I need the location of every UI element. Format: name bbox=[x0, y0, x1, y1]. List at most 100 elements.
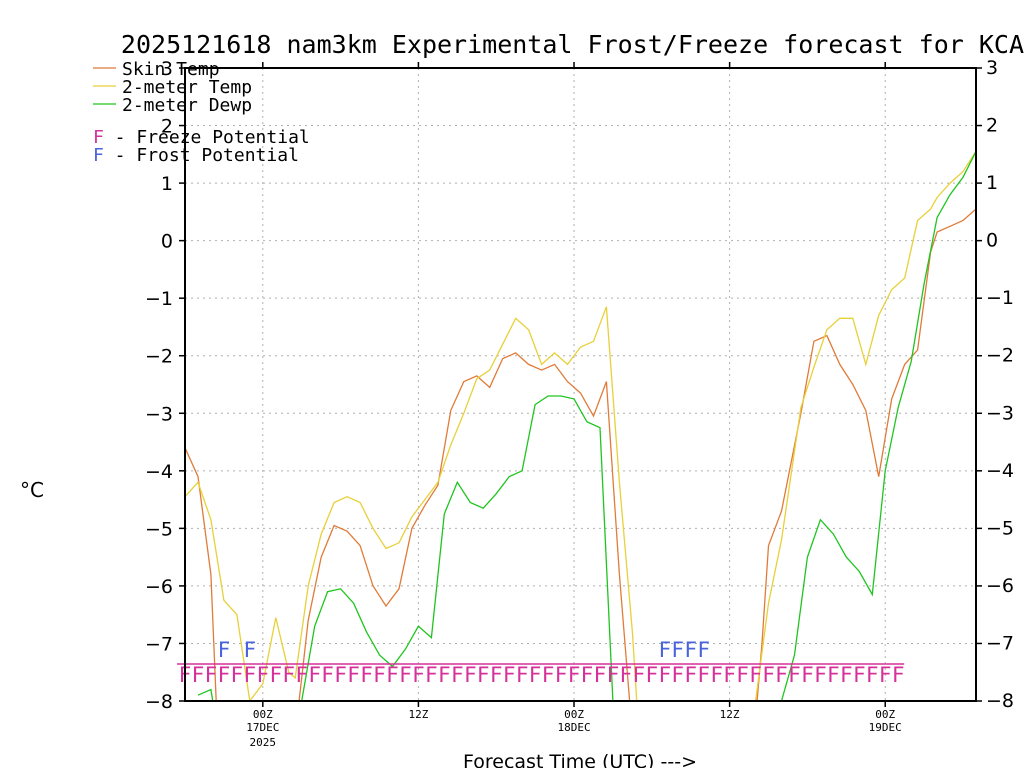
series-lines bbox=[185, 151, 976, 701]
x-tick-date: 17DEC bbox=[246, 721, 279, 734]
freeze-marker: F bbox=[412, 663, 425, 687]
freeze-text: - Freeze Potential bbox=[104, 127, 310, 148]
freeze-marker: F bbox=[594, 663, 607, 687]
x-tick-year: 2025 bbox=[250, 736, 277, 749]
freeze-marker: F bbox=[425, 663, 438, 687]
y-tick-label: −5 bbox=[145, 518, 173, 540]
freeze-marker: F bbox=[321, 663, 334, 687]
freeze-marker: F bbox=[218, 663, 231, 687]
frost-marker: F bbox=[658, 638, 671, 662]
freeze-marker: F bbox=[671, 663, 684, 687]
series-line-skin-temp bbox=[185, 208, 976, 701]
freeze-marker: F bbox=[645, 663, 658, 687]
y-tick-label: 0 bbox=[161, 231, 173, 253]
freeze-marker: F bbox=[827, 663, 840, 687]
freeze-marker: F bbox=[308, 663, 321, 687]
freeze-marker: F bbox=[607, 663, 620, 687]
freeze-marker: F bbox=[231, 663, 244, 687]
freeze-marker: F bbox=[386, 663, 399, 687]
freeze-marker: F bbox=[516, 663, 529, 687]
y-tick-label-right: 2 bbox=[986, 115, 998, 137]
freeze-marker: F bbox=[244, 663, 257, 687]
freeze-marker: F bbox=[620, 663, 633, 687]
freeze-marker: F bbox=[282, 663, 295, 687]
y-tick-label-right: −5 bbox=[986, 517, 1014, 539]
freeze-marker: F bbox=[581, 663, 594, 687]
y-tick-label-right: −4 bbox=[986, 460, 1014, 482]
plot-frame bbox=[184, 67, 977, 702]
frost-letter: F bbox=[93, 145, 104, 166]
freeze-marker: F bbox=[192, 663, 205, 687]
frost-text: - Frost Potential bbox=[104, 145, 299, 166]
legend-label-skin-temp: Skin Temp bbox=[122, 59, 220, 80]
freeze-marker: F bbox=[542, 663, 555, 687]
freeze-marker: F bbox=[801, 663, 814, 687]
freeze-marker: F bbox=[256, 663, 269, 687]
freeze-marker: F bbox=[658, 663, 671, 687]
freeze-letter: F bbox=[93, 127, 104, 148]
freeze-marker: F bbox=[503, 663, 516, 687]
freeze-marker: F bbox=[360, 663, 373, 687]
x-tick-label: 00Z bbox=[875, 708, 895, 721]
series-line-2-meter-temp bbox=[185, 151, 976, 701]
frost-marker: F bbox=[684, 638, 697, 662]
x-axis-label: Forecast Time (UTC) ---> bbox=[463, 751, 697, 768]
x-tick-label: 12Z bbox=[408, 708, 428, 721]
freeze-marker: F bbox=[723, 663, 736, 687]
freeze-marker: F bbox=[892, 663, 905, 687]
y-tick-label-right: 3 bbox=[986, 57, 998, 79]
freeze-marker: F bbox=[684, 663, 697, 687]
freeze-marker: F bbox=[788, 663, 801, 687]
y-tick-label-right: −8 bbox=[986, 690, 1014, 712]
y-tick-label: −7 bbox=[145, 633, 173, 655]
freeze-marker: F bbox=[529, 663, 542, 687]
y-tick-label-right: −2 bbox=[986, 345, 1014, 367]
series-line-2-meter-dewp bbox=[197, 151, 976, 701]
freeze-marker: F bbox=[295, 663, 308, 687]
freeze-marker: F bbox=[438, 663, 451, 687]
freeze-marker: F bbox=[269, 663, 282, 687]
y-tick-label: 2 bbox=[161, 116, 173, 138]
freeze-marker: F bbox=[775, 663, 788, 687]
grid-lines bbox=[185, 68, 976, 701]
y-axis-label: °C bbox=[20, 478, 44, 502]
x-tick-label: 00Z bbox=[253, 708, 273, 721]
y-tick-label: −4 bbox=[145, 461, 173, 483]
y-tick-label: −2 bbox=[145, 346, 173, 368]
freeze-marker: F bbox=[697, 663, 710, 687]
x-tick-label: 00Z bbox=[564, 708, 584, 721]
legend-frost-potential: F - Frost Potential bbox=[93, 145, 299, 166]
freeze-marker: F bbox=[464, 663, 477, 687]
legend: Skin Temp 2-meter Temp 2-meter Dewp F - … bbox=[93, 59, 310, 166]
y-tick-label: 3 bbox=[161, 58, 173, 80]
y-tick-label: 1 bbox=[161, 173, 173, 195]
legend-freeze-potential: F - Freeze Potential bbox=[93, 127, 310, 148]
freeze-marker: F bbox=[399, 663, 412, 687]
freeze-marker: F bbox=[373, 663, 386, 687]
freeze-marker: F bbox=[477, 663, 490, 687]
y-tick-label: −8 bbox=[145, 691, 173, 713]
freeze-marker: F bbox=[814, 663, 827, 687]
freeze-marker: F bbox=[568, 663, 581, 687]
freeze-marker: F bbox=[451, 663, 464, 687]
y-axis: 3 3 2 2 1 1 0 0 −1 −1 −2 −2 −3 −3 −4 −4 −5 −5 −6 −6 −7 −7 −8 −8 bbox=[145, 57, 1014, 713]
freeze-marker: F bbox=[736, 663, 749, 687]
freeze-marker: F bbox=[749, 663, 762, 687]
frost-marker: F bbox=[244, 638, 257, 662]
legend-label-2m-dewp: 2-meter Dewp bbox=[122, 95, 252, 116]
x-tick-date: 18DEC bbox=[557, 721, 590, 734]
freeze-marker: F bbox=[490, 663, 503, 687]
x-tick-date: 19DEC bbox=[869, 721, 902, 734]
y-tick-label-right: −6 bbox=[986, 575, 1014, 597]
y-tick-label: −1 bbox=[145, 288, 173, 310]
freeze-marker: F bbox=[633, 663, 646, 687]
freeze-marker: F bbox=[555, 663, 568, 687]
freeze-marker: F bbox=[710, 663, 723, 687]
y-tick-label-right: −3 bbox=[986, 402, 1014, 424]
chart-title: 2025121618 nam3km Experimental Frost/Fre… bbox=[121, 30, 1024, 59]
y-tick-label-right: 0 bbox=[986, 230, 998, 252]
frost-marker: F bbox=[218, 638, 231, 662]
